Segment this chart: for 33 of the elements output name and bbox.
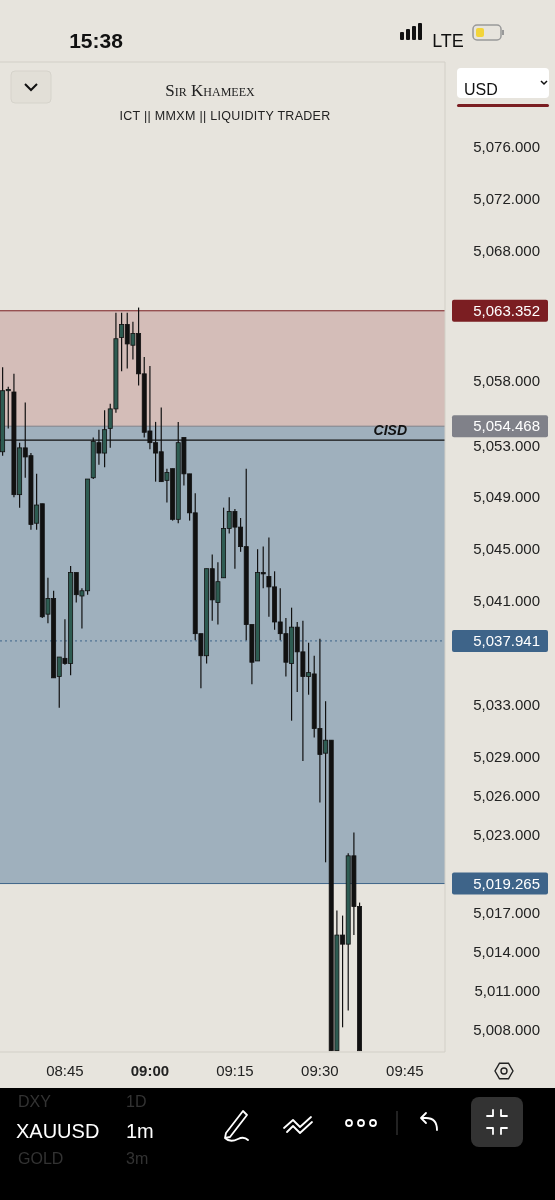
x-tick-label: 09:15 <box>216 1062 254 1079</box>
y-tick-label: 5,008.000 <box>473 1021 540 1039</box>
ref-line-label: CISD <box>373 422 407 439</box>
y-tick-label: 5,058.000 <box>473 371 540 389</box>
x-tick-label: 09:45 <box>386 1062 424 1079</box>
y-tick-label: 5,041.000 <box>473 592 540 610</box>
y-tick-label: 5,068.000 <box>473 241 540 259</box>
text: Sir Khameex <box>165 81 255 100</box>
text: XAUUSD <box>16 1120 100 1142</box>
text: ICT || MMXM || LIQUIDITY TRADER <box>119 109 331 123</box>
x-tick-label: 09:30 <box>301 1062 339 1079</box>
y-tick-label: 5,072.000 <box>473 189 540 207</box>
y-tick-label: 5,017.000 <box>473 904 540 922</box>
y-tick-label: 5,026.000 <box>473 787 540 805</box>
y-tick-label: 5,045.000 <box>473 540 540 558</box>
x-tick-label: 09:00 <box>130 1062 170 1079</box>
ref-line-label: 5,054.468 <box>473 417 540 435</box>
x-tick-label: 08:45 <box>46 1062 84 1079</box>
ref-line-label: 5,037.941 <box>473 632 540 650</box>
y-tick-label: 5,014.000 <box>473 943 540 961</box>
y-tick-label: 5,049.000 <box>473 488 540 506</box>
text: USD <box>464 80 498 98</box>
y-tick-label: 5,076.000 <box>473 137 540 155</box>
text: LTE <box>432 31 464 52</box>
ref-line-label: 5,019.265 <box>473 874 540 892</box>
ref-line-label: 5,063.352 <box>473 302 540 320</box>
text: 15:38 <box>69 29 124 53</box>
text: 1m <box>126 1120 154 1142</box>
y-tick-label: 5,011.000 <box>474 982 540 1000</box>
y-tick-label: 5,023.000 <box>473 826 540 844</box>
y-tick-label: 5,053.000 <box>473 436 540 454</box>
y-tick-label: 5,033.000 <box>473 696 540 714</box>
y-tick-label: 5,029.000 <box>473 748 540 766</box>
